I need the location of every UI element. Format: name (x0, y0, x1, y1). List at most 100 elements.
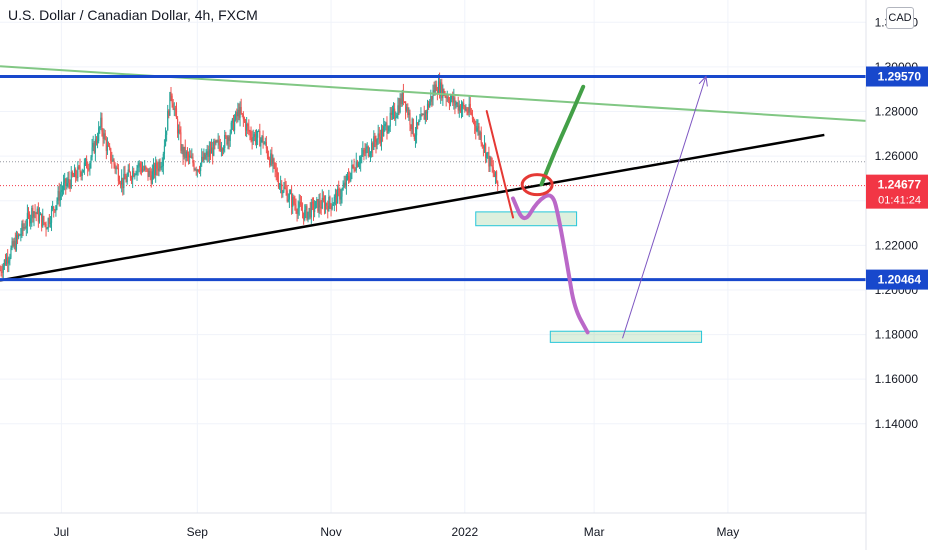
candle-body (401, 91, 403, 105)
candle-body (448, 101, 451, 105)
candle-body (329, 196, 331, 204)
candle-body (333, 196, 335, 204)
candle-body (67, 178, 69, 184)
candle-body (11, 241, 13, 249)
candle-body (464, 106, 466, 111)
candle-body (41, 213, 43, 227)
candle-body (274, 162, 276, 170)
candle-body (307, 211, 309, 220)
candle-body (226, 136, 228, 144)
candle-body (198, 171, 201, 173)
candle-body (20, 234, 22, 236)
candle-body (60, 190, 62, 193)
candle-body (219, 145, 221, 151)
candle-body (375, 141, 377, 146)
candle-body (321, 197, 323, 209)
candle-body (195, 169, 197, 172)
y-tick-label: 1.14000 (875, 417, 919, 431)
candle-body (159, 162, 161, 169)
y-tick-label: 1.18000 (875, 328, 919, 342)
y-tick-label: 1.28000 (875, 105, 919, 119)
candle-body (461, 103, 464, 109)
candle-body (497, 181, 499, 186)
candle-body (422, 113, 424, 115)
candle-body (486, 152, 488, 158)
candle-body (451, 95, 453, 100)
candle-body (28, 214, 31, 224)
candles (0, 72, 499, 280)
candle-body (417, 122, 419, 125)
candle-body (134, 174, 136, 177)
candle-body (438, 81, 441, 96)
candle-body (491, 165, 493, 168)
candle-body (209, 149, 212, 154)
candle-body (207, 151, 209, 157)
candle-body (402, 91, 405, 102)
candle-body (395, 117, 397, 119)
candle-body (54, 209, 56, 212)
candle-body (22, 223, 24, 229)
candle-body (12, 241, 14, 247)
candle-body (44, 222, 46, 225)
candle-body (144, 166, 146, 170)
projection-path (511, 193, 590, 335)
candle-body (430, 96, 432, 102)
candle-body (23, 227, 25, 229)
candle-body (115, 167, 117, 170)
candle-body (189, 155, 191, 158)
candle-body (472, 119, 475, 121)
candle-body (203, 153, 205, 161)
candle-body (263, 143, 265, 145)
candle-body (89, 163, 91, 170)
candle-body (269, 158, 271, 166)
candle-body (18, 234, 20, 238)
candle-body (317, 199, 319, 212)
candle-body (92, 142, 94, 148)
candle-body (384, 124, 386, 127)
candle-body (455, 104, 457, 106)
candle-body (477, 126, 479, 128)
candle-body (181, 147, 183, 151)
candle-body (452, 95, 454, 103)
candle-body (107, 145, 110, 147)
candle-body (411, 118, 413, 129)
black-trendline (0, 133, 825, 282)
arrow-head (698, 75, 708, 87)
candle-body (251, 137, 253, 142)
candle-body (346, 175, 349, 177)
candle-body (139, 163, 141, 168)
candle-body (217, 140, 219, 142)
candle-body (52, 206, 54, 209)
candle-body (200, 163, 202, 172)
candle-body (320, 207, 322, 209)
candle-body (197, 169, 200, 172)
candle-body (314, 208, 316, 213)
candle-body (475, 126, 477, 131)
candle-body (474, 119, 476, 127)
currency-button[interactable]: CAD (886, 7, 914, 29)
candle-body (283, 186, 285, 192)
candle-body (378, 133, 380, 137)
candle-body (8, 260, 10, 264)
candle-body (365, 148, 367, 154)
candle-body (429, 101, 431, 108)
candle-body (119, 183, 122, 185)
level-price-label: 1.29570 (878, 70, 922, 84)
candle-body (353, 166, 355, 171)
candle-body (345, 175, 347, 187)
candle-body (229, 133, 231, 142)
candle-body (467, 112, 469, 114)
candle-body (201, 156, 203, 164)
candle-body (487, 152, 489, 154)
candle-body (399, 98, 401, 113)
candle-body (78, 166, 80, 168)
candle-body (488, 152, 490, 167)
candle-body (228, 137, 230, 142)
candle-body (374, 136, 376, 142)
candle-body (264, 142, 266, 144)
candle-body (157, 168, 159, 171)
candle-body (31, 208, 33, 219)
candle-body (280, 183, 282, 185)
candle-body (362, 149, 364, 155)
